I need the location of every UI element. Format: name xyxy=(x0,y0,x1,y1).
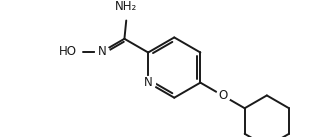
Text: O: O xyxy=(218,89,227,102)
Text: N: N xyxy=(98,45,107,58)
Text: HO: HO xyxy=(59,45,77,58)
Text: NH₂: NH₂ xyxy=(115,0,138,13)
Text: N: N xyxy=(144,76,153,89)
